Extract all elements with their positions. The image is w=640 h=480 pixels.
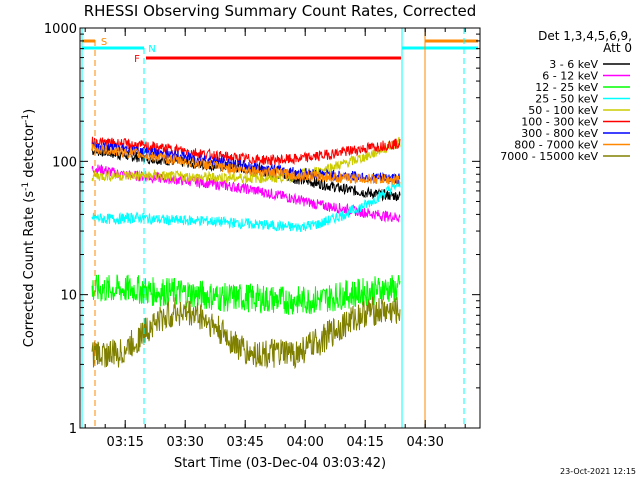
annotation-label-s: S <box>101 37 107 48</box>
footer-timestamp: 23-Oct-2021 12:15 <box>560 467 636 476</box>
annotation-label-f: F <box>134 54 140 65</box>
legend-label-25-50-kev: 25 - 50 keV <box>535 93 598 106</box>
series-line-12-25-kev <box>91 274 401 315</box>
y-tick-label: 10 <box>60 289 77 304</box>
y-axis-label-mid: detector <box>22 122 37 182</box>
y-axis-label-exp1: -1 <box>21 182 31 191</box>
x-tick-label: 04:00 <box>286 435 323 450</box>
legend-label-3-6-kev: 3 - 6 keV <box>549 58 598 71</box>
legend-header-line-2: Att 0 <box>603 41 632 55</box>
y-axis-label-main: Corrected Count Rate (s <box>22 191 37 348</box>
x-tick-label: 04:15 <box>346 435 383 450</box>
y-axis-label-exp2: -1 <box>21 114 31 123</box>
x-tick-label: 03:30 <box>166 435 203 450</box>
y-axis-label: Corrected Count Rate (s-1 detector-1) <box>21 109 37 347</box>
legend-label-100-300-kev: 100 - 300 keV <box>521 116 598 129</box>
series-line-50-100-kev <box>91 136 401 185</box>
y-tick-label: 1 <box>69 422 77 437</box>
y-tick-label: 100 <box>52 155 77 170</box>
x-axis: 03:15 03:30 03:45 04:00 04:15 04:30 <box>84 28 466 450</box>
x-tick-label: 03:15 <box>106 435 143 450</box>
x-tick-label: 04:30 <box>406 435 443 450</box>
legend-header-line-1: Det 1,3,4,5,6,9, <box>538 29 632 43</box>
series-line-6-12-kev <box>91 164 401 223</box>
series-line-7000-15000-kev <box>91 296 401 370</box>
plot-frame <box>79 27 481 429</box>
series-line-25-50-kev <box>91 180 401 232</box>
x-axis-label: Start Time (03-Dec-04 03:03:42) <box>174 456 386 471</box>
legend-label-50-100-kev: 50 - 100 keV <box>528 104 598 117</box>
legend-label-6-12-kev: 6 - 12 keV <box>542 70 598 83</box>
legend-label-12-25-kev: 12 - 25 keV <box>535 81 598 94</box>
y-tick-label: 1000 <box>44 22 77 37</box>
chart-title: RHESSI Observing Summary Count Rates, Co… <box>84 2 477 20</box>
plot-marks: S NF <box>81 28 478 428</box>
x-tick-label: 03:45 <box>226 435 263 450</box>
legend-label-300-800-kev: 300 - 800 keV <box>521 127 598 140</box>
series-line-800-7000-kev <box>91 143 401 186</box>
legend-label-800-7000-kev: 800 - 7000 keV <box>514 139 598 152</box>
y-axis: 1 10 100 1000 <box>44 22 480 437</box>
y-axis-label-close: ) <box>22 109 37 114</box>
series-line-100-300-kev <box>91 136 401 166</box>
legend-label-7000-15000-kev: 7000 - 15000 keV <box>500 150 598 163</box>
annotation-label-n: N <box>148 44 155 55</box>
